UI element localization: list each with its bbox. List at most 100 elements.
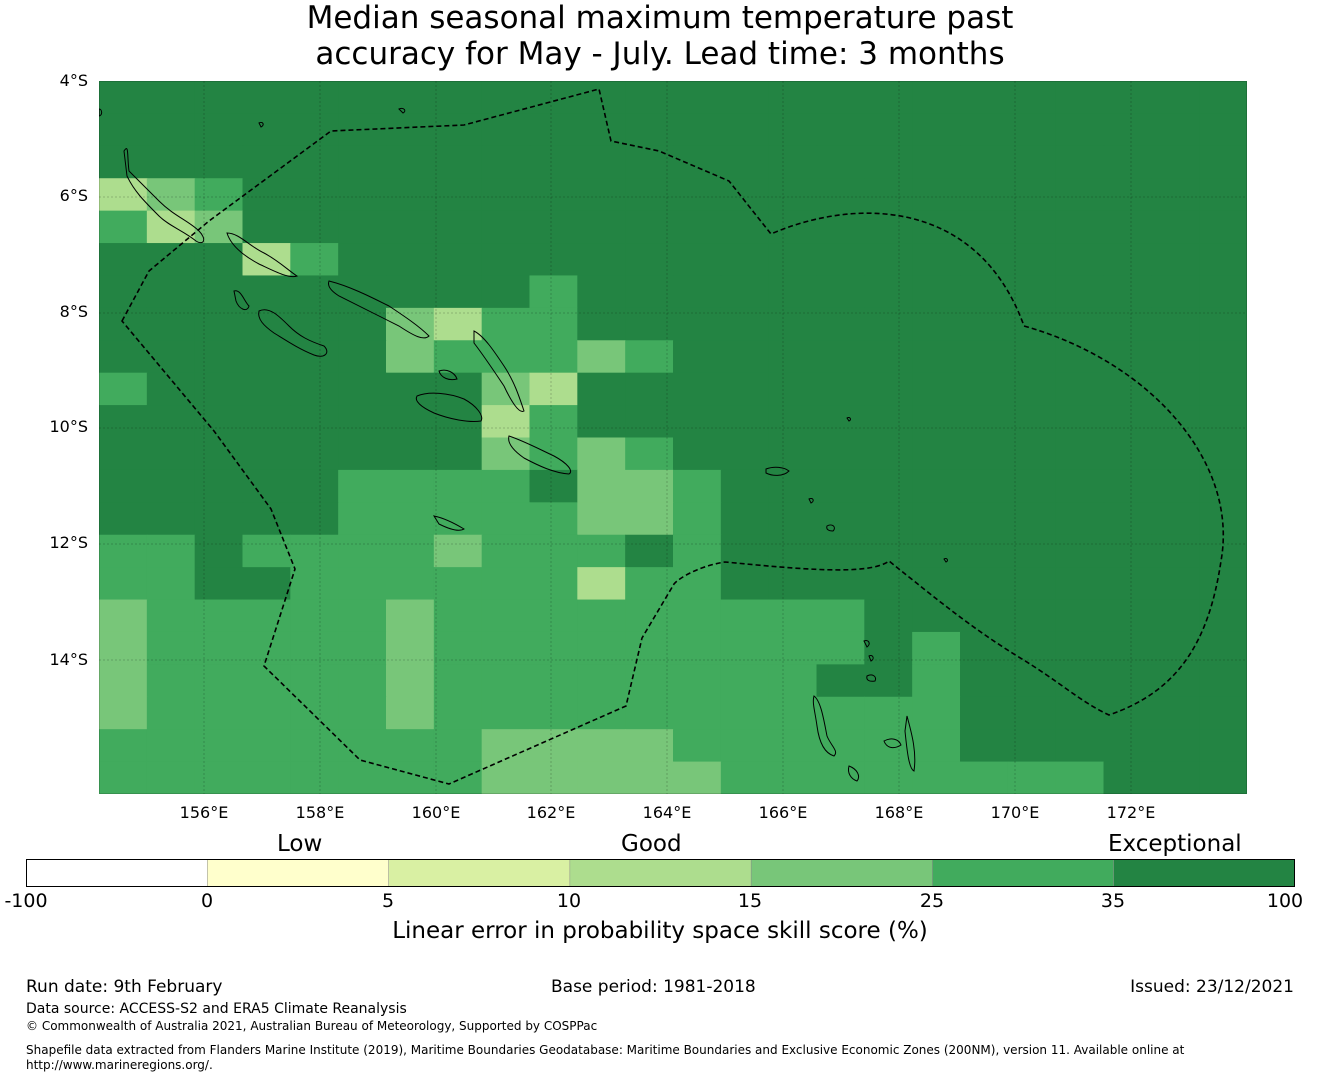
- coastlines: [99, 108, 948, 782]
- grid-cell: [338, 534, 387, 568]
- grid-cell: [481, 307, 531, 341]
- grid-cell: [720, 210, 770, 244]
- base-period: Base period: 1981-2018: [551, 977, 756, 997]
- grid-cell: [912, 696, 961, 730]
- grid-cell: [768, 340, 818, 374]
- grid-cell: [481, 761, 531, 794]
- grid-cell: [1151, 631, 1200, 665]
- grid-cell: [1055, 631, 1105, 665]
- grid-cell: [1007, 307, 1057, 341]
- grid-cell: [1151, 178, 1200, 212]
- grid-cell: [912, 631, 961, 665]
- lat-label-4s: 4°S: [59, 71, 88, 90]
- grid-cell: [912, 243, 961, 277]
- ambae-island: [866, 674, 876, 682]
- grid-cell: [1103, 664, 1152, 698]
- grid-cell: [242, 405, 291, 439]
- grid-cell: [290, 178, 339, 212]
- grid-cell: [673, 437, 722, 471]
- grid-cell: [577, 405, 626, 439]
- grid-cell: [864, 729, 913, 763]
- grid-cell: [242, 664, 291, 698]
- cbar-tick-100: 100: [1266, 890, 1304, 912]
- grid-cell: [1055, 145, 1105, 179]
- grid-cell: [912, 275, 961, 309]
- grid-cell: [816, 437, 865, 471]
- grid-cell: [1151, 761, 1200, 794]
- grid-cell: [386, 405, 435, 439]
- grid-cell: [194, 145, 244, 179]
- grid-cell: [99, 372, 148, 406]
- grid-cell: [720, 372, 770, 406]
- grid-cell: [99, 307, 148, 341]
- eez-boundary: [121, 88, 1225, 785]
- grid-cell: [529, 599, 578, 633]
- grid-cell: [529, 81, 578, 115]
- lon-label-170e: 170°E: [990, 803, 1040, 822]
- grid-cell: [481, 567, 531, 601]
- grid-cell: [290, 631, 339, 665]
- grid-cell: [673, 761, 722, 794]
- grid-cell: [768, 502, 818, 536]
- grid-cell: [625, 696, 674, 730]
- grid-cell: [386, 469, 435, 503]
- grid-cell: [481, 664, 531, 698]
- grid-cell: [912, 599, 961, 633]
- grid-cell: [1103, 729, 1152, 763]
- grid-cell: [529, 437, 578, 471]
- grid-cell: [529, 340, 578, 374]
- grid-cell: [338, 664, 387, 698]
- grid-cell: [338, 275, 387, 309]
- grid-cell: [625, 469, 674, 503]
- grid-cell: [1055, 502, 1105, 536]
- grid-cell: [290, 243, 339, 277]
- grid-cell: [99, 340, 148, 374]
- qual-label-good: Good: [621, 831, 682, 857]
- grid-cell: [433, 178, 483, 212]
- grid-cell: [768, 307, 818, 341]
- colorbar-bin-4: [750, 859, 934, 887]
- grid-cell: [864, 372, 913, 406]
- grid-cell: [673, 567, 722, 601]
- grid-cell: [242, 145, 291, 179]
- grid-cell: [529, 275, 578, 309]
- grid-cell: [386, 372, 435, 406]
- grid-cell: [625, 502, 674, 536]
- grid-cell: [816, 210, 865, 244]
- grid-cell: [1103, 113, 1152, 147]
- grid-cell: [433, 437, 483, 471]
- grid-cell: [1199, 729, 1247, 763]
- grid-cell: [529, 696, 578, 730]
- grid-cell: [960, 534, 1009, 568]
- grid-cell: [1055, 81, 1105, 115]
- qual-label-low: Low: [277, 831, 323, 857]
- grid-cell: [768, 534, 818, 568]
- grid-cell: [1199, 210, 1247, 244]
- grid-cell: [1151, 307, 1200, 341]
- grid-cell: [673, 534, 722, 568]
- grid-cell: [1103, 210, 1152, 244]
- issued-date: Issued: 23/12/2021: [1130, 977, 1294, 997]
- grid-cell: [720, 502, 770, 536]
- grid-cell: [242, 81, 291, 115]
- grid-cell: [720, 405, 770, 439]
- grid-cell: [864, 534, 913, 568]
- grid-cell: [960, 664, 1009, 698]
- grid-cell: [481, 437, 531, 471]
- grid-cell: [816, 729, 865, 763]
- grid-cell: [768, 469, 818, 503]
- lat-label-14s: 14°S: [49, 650, 88, 669]
- santa-isabel-island: [328, 280, 430, 339]
- grid-cell: [816, 469, 865, 503]
- grid-cell: [529, 372, 578, 406]
- grid-cell: [1199, 243, 1247, 277]
- colorbar-label: Linear error in probability space skill …: [392, 918, 928, 944]
- grid-cell: [386, 307, 435, 341]
- grid-cell: [912, 534, 961, 568]
- grid-cell: [577, 761, 626, 794]
- qual-label-exceptional: Exceptional: [1108, 831, 1242, 857]
- grid-cell: [864, 599, 913, 633]
- grid-cell: [960, 372, 1009, 406]
- grid-cell: [290, 729, 339, 763]
- grid-cell: [720, 761, 770, 794]
